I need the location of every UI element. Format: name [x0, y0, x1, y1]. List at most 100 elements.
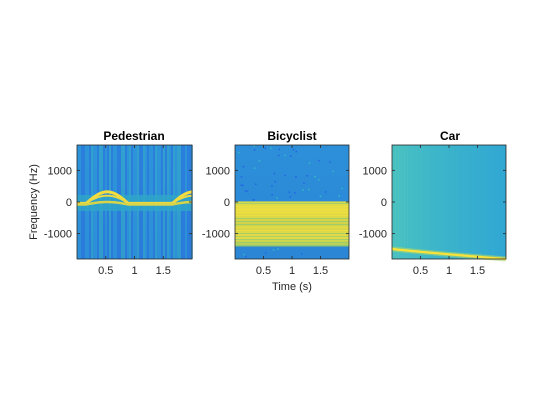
heatmap-noise-dot — [295, 150, 297, 153]
panel-pedestrian: Pedestrian 0.5 1 1.5 1000 0 -1000 — [44, 129, 193, 277]
chart-title: Car — [440, 129, 460, 143]
heatmap-car — [391, 145, 507, 262]
heatmap-noise-dot — [294, 192, 296, 194]
heatmap-noise-dot — [308, 162, 311, 164]
x-tick-label: 0.5 — [256, 265, 271, 277]
heatmap-stripe — [401, 145, 402, 259]
y-tick-label: -1000 — [359, 229, 387, 241]
heatmap-noise-dot — [288, 191, 290, 193]
x-tick-label: 1.5 — [470, 265, 485, 277]
heatmap-noise-dot — [338, 195, 340, 197]
y-tick-label: 1000 — [48, 165, 72, 177]
heatmap-noise-dot — [244, 190, 247, 192]
heatmap-noise-dot — [300, 253, 303, 255]
heatmap-noise-dot — [314, 176, 316, 178]
heatmap-noise-dot — [329, 161, 331, 163]
x-tick-label: 1 — [131, 265, 137, 277]
heatmap-noise-dot — [264, 252, 267, 254]
y-tick-label: 0 — [381, 197, 387, 209]
heatmap-noise-dot — [271, 185, 273, 187]
heatmap-noise-dot — [317, 179, 320, 181]
x-tick-label: 1.5 — [156, 265, 171, 277]
heatmap-stripe — [430, 145, 431, 259]
x-tick-label: 1 — [446, 265, 452, 277]
x-tick-label: 0.5 — [413, 265, 428, 277]
heatmap-stripe — [431, 145, 432, 259]
heatmap-noise-dot — [240, 176, 243, 178]
heatmap-noise-dot — [278, 154, 280, 157]
y-tick-label: -1000 — [202, 229, 230, 241]
heatmap-stripe — [398, 145, 399, 259]
axis-ticks: 0.5 1 1.5 1000 0 -1000 — [359, 145, 506, 277]
heatmap-stripe — [423, 145, 425, 259]
heatmap-stripe — [402, 145, 404, 259]
heatmap-noise-dot — [253, 199, 255, 201]
chart-title: Pedestrian — [103, 129, 164, 143]
heatmap-vertical-stripes — [392, 145, 432, 259]
heatmap-stripe — [428, 145, 429, 259]
heatmap-noise-dot — [240, 184, 243, 186]
heatmap-noise-dot — [306, 175, 309, 177]
axis-ticks: 0.5 1 1.5 1000 0 -1000 — [44, 145, 192, 277]
heatmap-stripe — [399, 145, 401, 259]
heatmap-noise-dot — [302, 189, 304, 191]
chart-title: Bicyclist — [267, 129, 316, 143]
heatmap-noise-dot — [253, 167, 256, 169]
heatmap-noise-dot — [252, 199, 254, 201]
y-tick-label: -1000 — [44, 229, 72, 241]
heatmap-background — [392, 145, 506, 259]
axis-ticks: 0.5 1 1.5 1000 0 -1000 — [202, 145, 349, 277]
heatmap-doppler-trace — [391, 247, 507, 261]
heatmap-bicyclist — [235, 145, 349, 259]
heatmap-stripe — [404, 145, 405, 259]
heatmap-noise-dot — [242, 165, 245, 168]
heatmap-stripe — [422, 145, 423, 259]
heatmap-noise-dot — [295, 176, 297, 178]
heatmap-noise-dot — [292, 148, 295, 151]
heatmap-noise-dot — [319, 195, 322, 198]
heatmap-noise-dot — [238, 151, 240, 154]
heatmap-stripe — [410, 145, 411, 259]
heatmap-stripe — [426, 145, 428, 259]
heatmap-stripe — [413, 145, 414, 259]
heatmap-noise-dot — [284, 174, 286, 177]
heatmap-noise-dot — [289, 196, 292, 198]
heatmap-stripe — [405, 145, 407, 259]
heatmap-stripe — [411, 145, 413, 259]
heatmap-noise-dot — [274, 180, 276, 183]
heatmap-noise-dot — [324, 191, 327, 193]
heatmap-noise-dot — [272, 249, 275, 251]
heatmap-stripe — [419, 145, 420, 259]
heatmap-noise-dot — [278, 148, 281, 151]
heatmap-stripe — [408, 145, 410, 259]
heatmap-noise-dot — [246, 190, 249, 192]
heatmap-stripe — [425, 145, 426, 259]
heatmap-stripe — [420, 145, 422, 259]
heatmap-noise-dot — [308, 188, 310, 191]
x-tick-label: 1.5 — [313, 265, 328, 277]
heatmap-noise-dot — [284, 154, 286, 157]
heatmap-noise-dot — [332, 170, 334, 173]
panel-car: Car 0.5 1 1.5 1000 0 -1000 — [359, 129, 507, 277]
heatmap-noise-dot — [271, 194, 273, 196]
y-tick-label: 1000 — [363, 165, 387, 177]
heatmap-noise-dot — [318, 159, 320, 162]
heatmap-noise-dot — [253, 149, 256, 151]
heatmap-noise-dot — [290, 155, 292, 157]
heatmap-stripe — [395, 145, 396, 259]
heatmap-noise-dot — [255, 183, 257, 185]
heatmap-stripe — [416, 145, 417, 259]
heatmap-noise-dot — [264, 147, 267, 150]
heatmap-doppler-trace — [77, 200, 192, 206]
heatmap-noise-dot — [253, 145, 255, 147]
heatmap-stripe — [407, 145, 408, 259]
x-tick-label: 1 — [289, 265, 295, 277]
heatmap-noise-dot — [277, 248, 279, 250]
y-tick-label: 0 — [66, 197, 72, 209]
x-tick-label: 0.5 — [98, 265, 113, 277]
heatmap-pedestrian — [77, 145, 193, 259]
heatmap-noise-dot — [341, 187, 343, 190]
heatmap-noise-dot — [273, 172, 276, 175]
heatmap-noise-dot — [242, 184, 244, 187]
x-axis-label: Time (s) — [272, 281, 312, 293]
